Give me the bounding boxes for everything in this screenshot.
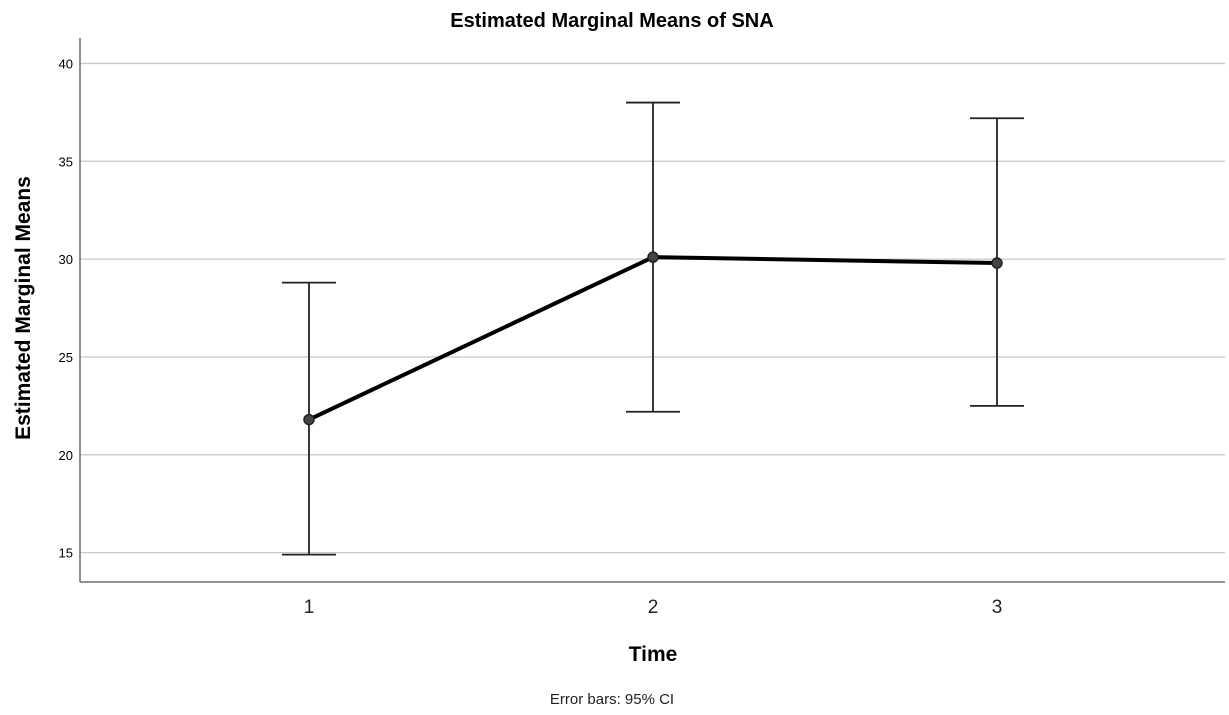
y-tick-label: 35 (59, 154, 73, 169)
x-axis-title: Time (629, 643, 678, 666)
y-tick-label: 25 (59, 350, 73, 365)
x-tick-labels: 1 2 3 (304, 597, 1003, 618)
y-tick-label: 30 (59, 252, 73, 267)
y-tick-label: 20 (59, 448, 73, 463)
chart-title: Estimated Marginal Means of SNA (450, 10, 773, 32)
data-points (303, 251, 1003, 426)
data-point (991, 257, 1003, 269)
y-tick-label: 40 (59, 56, 73, 71)
error-bars-footnote: Error bars: 95% CI (550, 691, 674, 708)
x-tick-label: 2 (648, 597, 659, 618)
x-tick-label: 3 (992, 597, 1003, 618)
y-tick-label: 15 (59, 546, 73, 561)
data-point (647, 251, 659, 263)
data-point (303, 413, 315, 426)
y-axis-title: Estimated Marginal Means (12, 176, 35, 440)
error-bars (282, 101, 1024, 556)
y-tick-labels: 15 20 25 30 35 40 (59, 56, 73, 560)
x-tick-label: 1 (304, 597, 315, 618)
